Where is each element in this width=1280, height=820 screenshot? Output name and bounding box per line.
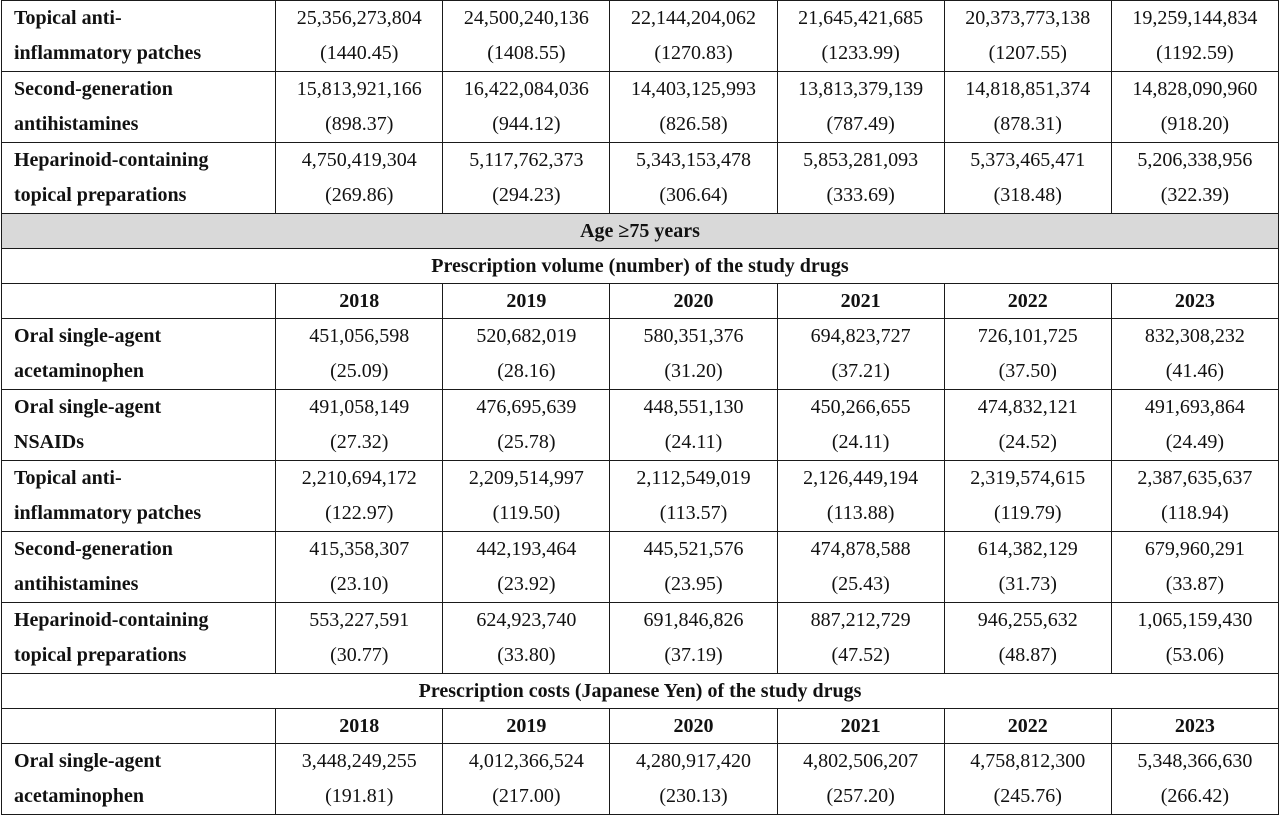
value-cell: 614,382,129 (31.73) [943,531,1112,603]
empty-header-cell [0,708,277,744]
value-cell: 679,960,291 (33.87) [1110,531,1280,603]
value-cell: 624,923,740 (33.80) [442,602,611,674]
value-cell: 2,210,694,172 (122.97) [275,460,444,532]
year-header: 2019 [442,708,611,744]
drug-name-cell: Heparinoid-containing topical preparation… [0,602,277,674]
value-cell: 520,682,019 (28.16) [442,318,611,390]
value-cell: 5,343,153,478 (306.64) [609,142,778,214]
value-cell: 19,259,144,834 (1192.59) [1110,0,1280,72]
table-row: Topical anti-inflammatory patches 2,210,… [0,460,1280,532]
drug-name-cell: Second-generation antihistamines [0,71,277,143]
value-cell: 474,878,588 (25.43) [776,531,945,603]
value-cell: 442,193,464 (23.92) [442,531,611,603]
value-cell: 474,832,121 (24.52) [943,389,1112,461]
value-cell: 5,373,465,471 (318.48) [943,142,1112,214]
age-group-header: Age ≥75 years [1,213,1279,249]
value-cell: 5,206,338,956 (322.39) [1110,142,1280,214]
value-cell: 5,853,281,093 (333.69) [776,142,945,214]
value-cell: 24,500,240,136 (1408.55) [442,0,611,72]
value-cell: 5,117,762,373 (294.23) [442,142,611,214]
year-header: 2020 [609,708,778,744]
value-cell: 691,846,826 (37.19) [609,602,778,674]
drug-name-cell: Topical anti-inflammatory patches [0,0,277,72]
value-cell: 694,823,727 (37.21) [776,318,945,390]
table-row: Oral single-agent NSAIDs 491,058,149 (27.3… [0,389,1280,461]
value-cell: 887,212,729 (47.52) [776,602,945,674]
value-cell: 491,693,864 (24.49) [1110,389,1280,461]
value-cell: 553,227,591 (30.77) [275,602,444,674]
table-row: Second-generation antihistamines 415,358,… [0,531,1280,603]
value-cell: 448,551,130 (24.11) [609,389,778,461]
value-cell: 2,112,549,019 (113.57) [609,460,778,532]
year-header: 2020 [609,283,778,319]
value-cell: 476,695,639 (25.78) [442,389,611,461]
value-cell: 4,012,366,524 (217.00) [442,743,611,815]
value-cell: 2,387,635,637 (118.94) [1110,460,1280,532]
value-cell: 2,209,514,997 (119.50) [442,460,611,532]
value-cell: 450,266,655 (24.11) [776,389,945,461]
table-row: Heparinoid-containing topical preparation… [0,142,1280,214]
year-header: 2018 [275,283,444,319]
drug-name-cell: Heparinoid-containing topical preparation… [0,142,277,214]
drug-name-cell: Oral single-agent NSAIDs [0,389,277,461]
value-cell: 3,448,249,255 (191.81) [275,743,444,815]
value-cell: 832,308,232 (41.46) [1110,318,1280,390]
value-cell: 5,348,366,630 (266.42) [1110,743,1280,815]
age-group-row: Age ≥75 years [1,213,1279,249]
value-cell: 15,813,921,166 (898.37) [275,71,444,143]
drug-name-cell: Second-generation antihistamines [0,531,277,603]
value-cell: 14,818,851,374 (878.31) [943,71,1112,143]
value-cell: 491,058,149 (27.32) [275,389,444,461]
table-row: Oral single-agent acetaminophen 451,056,5… [0,318,1280,390]
empty-header-cell [0,283,277,319]
table-row: Oral single-agent acetaminophen 3,448,249… [0,743,1280,815]
value-cell: 14,403,125,993 (826.58) [609,71,778,143]
drug-name-cell: Topical anti-inflammatory patches [0,460,277,532]
value-cell: 445,521,576 (23.95) [609,531,778,603]
year-header: 2022 [943,283,1112,319]
value-cell: 4,802,506,207 (257.20) [776,743,945,815]
drug-name-cell: Oral single-agent acetaminophen [0,743,277,815]
table-row: Topical anti-inflammatory patches 25,356… [0,0,1280,72]
cost-section-title: Prescription costs (Japanese Yen) of the… [1,673,1279,709]
table-row: Second-generation antihistamines 15,813,9… [0,71,1280,143]
year-header-row: 2018 2019 2020 2021 2022 2023 [0,283,1280,319]
value-cell: 4,750,419,304 (269.86) [275,142,444,214]
value-cell: 20,373,773,138 (1207.55) [943,0,1112,72]
year-header: 2019 [442,283,611,319]
value-cell: 451,056,598 (25.09) [275,318,444,390]
value-cell: 2,319,574,615 (119.79) [943,460,1112,532]
drug-name-cell: Oral single-agent acetaminophen [0,318,277,390]
section-title-row: Prescription costs (Japanese Yen) of the… [1,673,1279,709]
year-header: 2023 [1110,708,1280,744]
value-cell: 726,101,725 (37.50) [943,318,1112,390]
volume-section-title: Prescription volume (number) of the stud… [1,248,1279,284]
value-cell: 946,255,632 (48.87) [943,602,1112,674]
value-cell: 415,358,307 (23.10) [275,531,444,603]
value-cell: 13,813,379,139 (787.49) [776,71,945,143]
year-header: 2023 [1110,283,1280,319]
year-header: 2022 [943,708,1112,744]
year-header: 2018 [275,708,444,744]
value-cell: 4,758,812,300 (245.76) [943,743,1112,815]
value-cell: 4,280,917,420 (230.13) [609,743,778,815]
value-cell: 25,356,273,804 (1440.45) [275,0,444,72]
year-header: 2021 [776,283,945,319]
value-cell: 1,065,159,430 (53.06) [1110,602,1280,674]
table-row: Heparinoid-containing topical preparation… [0,602,1280,674]
value-cell: 22,144,204,062 (1270.83) [609,0,778,72]
value-cell: 14,828,090,960 (918.20) [1110,71,1280,143]
year-header-row: 2018 2019 2020 2021 2022 2023 [0,708,1280,744]
year-header: 2021 [776,708,945,744]
section-title-row: Prescription volume (number) of the stud… [1,248,1279,284]
value-cell: 16,422,084,036 (944.12) [442,71,611,143]
value-cell: 580,351,376 (31.20) [609,318,778,390]
value-cell: 2,126,449,194 (113.88) [776,460,945,532]
value-cell: 21,645,421,685 (1233.99) [776,0,945,72]
